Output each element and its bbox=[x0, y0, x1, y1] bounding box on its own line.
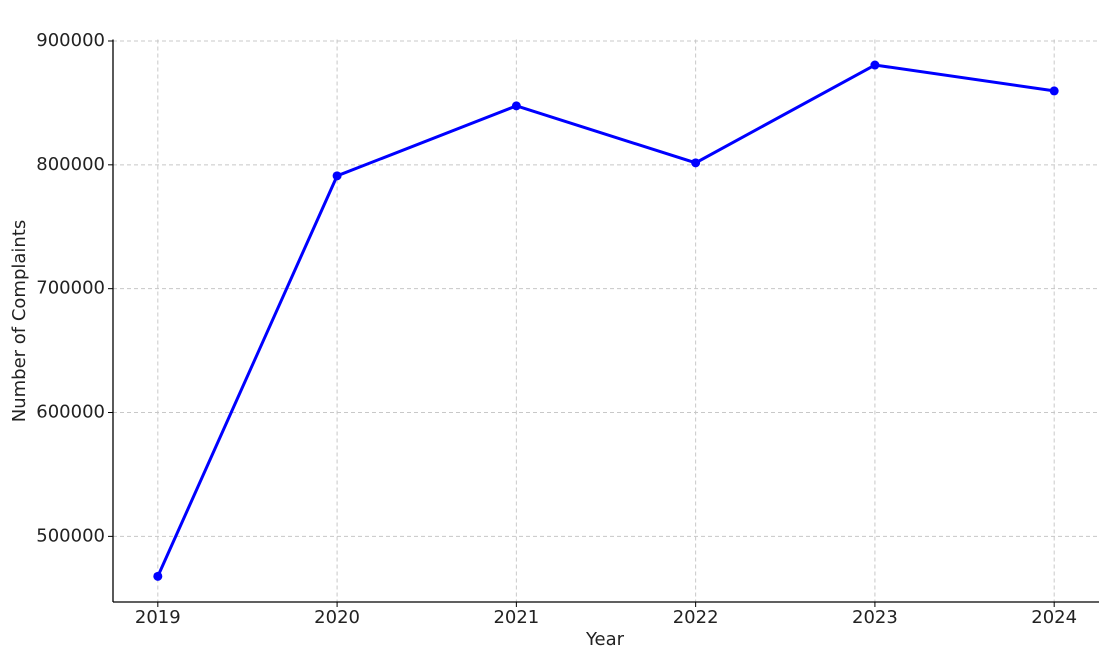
x-tick-label: 2024 bbox=[1031, 607, 1077, 628]
y-axis-label: Number of Complaints bbox=[9, 220, 30, 423]
y-tick-label: 500000 bbox=[36, 525, 105, 546]
y-tick-label: 800000 bbox=[36, 154, 105, 175]
point bbox=[511, 101, 521, 111]
point bbox=[870, 60, 880, 70]
y-tick-label: 900000 bbox=[36, 30, 105, 51]
point bbox=[1049, 86, 1059, 96]
y-tick-label: 600000 bbox=[36, 402, 105, 423]
line bbox=[156, 63, 1055, 577]
x-tick-label: 2019 bbox=[135, 607, 181, 628]
point bbox=[153, 571, 163, 581]
point bbox=[332, 171, 342, 181]
x-tick-label: 2021 bbox=[493, 607, 539, 628]
x-tick-label: 2020 bbox=[314, 607, 360, 628]
x-tick-label: 2023 bbox=[852, 607, 898, 628]
y-tick-label: 700000 bbox=[36, 278, 105, 299]
x-tick-label: 2022 bbox=[673, 607, 719, 628]
x-axis-label: Year bbox=[585, 629, 625, 650]
point bbox=[691, 158, 701, 168]
